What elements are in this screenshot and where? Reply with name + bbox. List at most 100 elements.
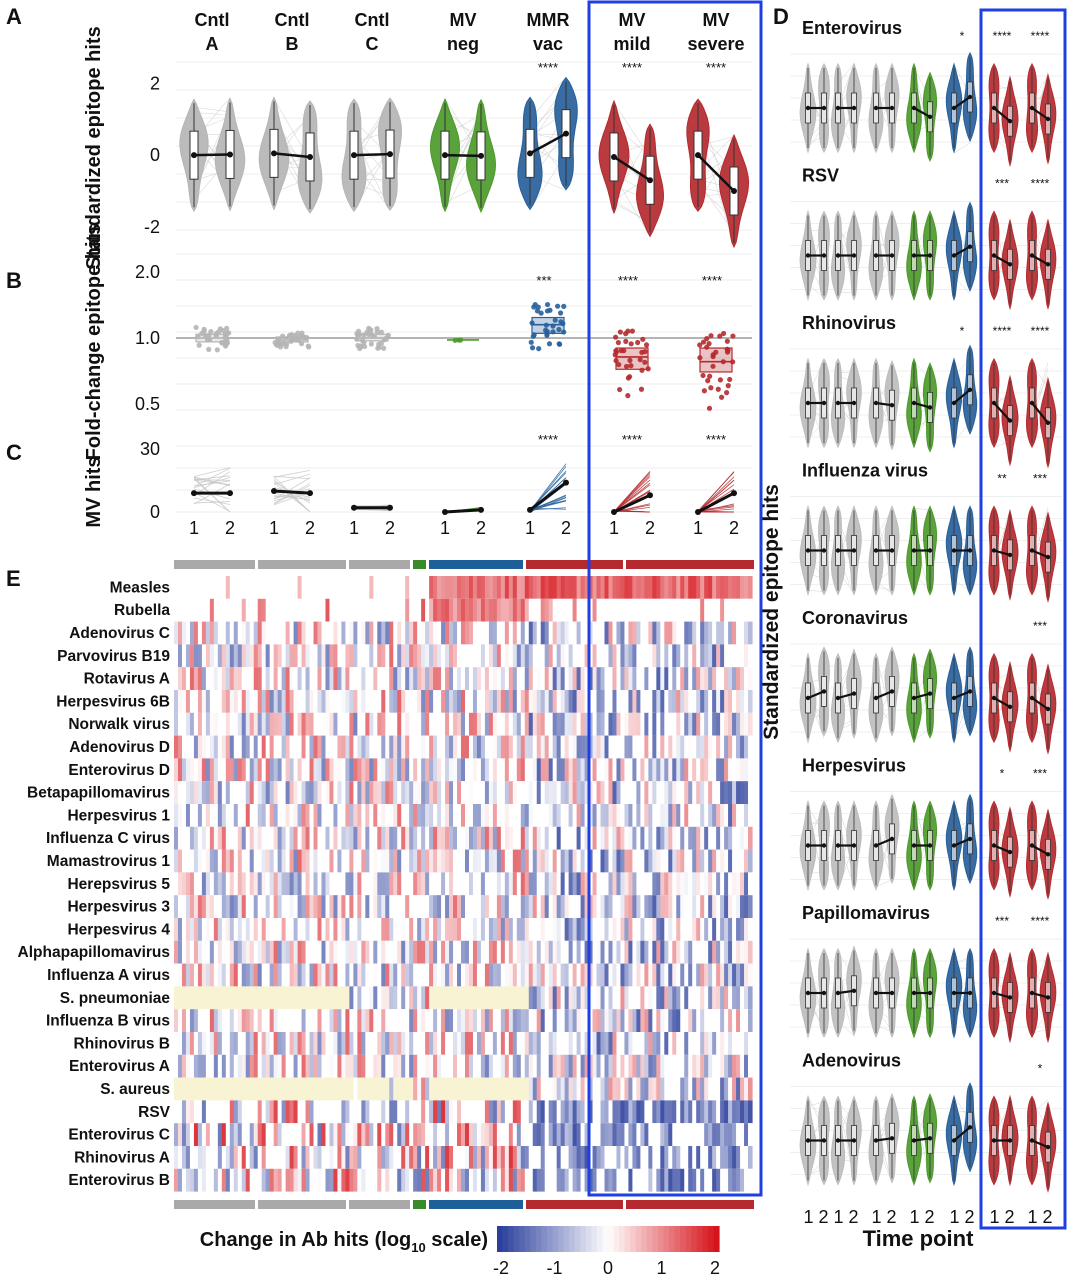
heatmap-cell	[217, 735, 223, 759]
heatmap-cell	[684, 735, 689, 759]
heatmap-cell	[596, 667, 602, 690]
heatmap-cell	[688, 918, 693, 941]
heatmap-cell	[640, 895, 645, 918]
heatmap-cell	[297, 758, 303, 782]
heatmap-cell	[261, 735, 267, 759]
heatmap-cell	[664, 1009, 669, 1032]
heatmap-cell	[724, 895, 729, 918]
heatmap-cell	[700, 1054, 705, 1078]
heatmap-cell	[504, 1077, 510, 1101]
mean-trend-line	[613, 493, 651, 514]
heatmap-cell	[464, 1009, 470, 1032]
heatmap-cell	[536, 849, 542, 873]
data-point	[701, 388, 707, 394]
heatmap-cell	[652, 781, 657, 804]
heatmap-cell	[309, 940, 315, 964]
heatmap-cell	[273, 918, 279, 941]
heatmap-cell	[516, 1009, 522, 1032]
heatmap-cell	[237, 1077, 243, 1101]
heatmap-cell	[648, 667, 653, 690]
heatmap-cell	[748, 758, 753, 782]
heatmap-cell	[540, 781, 546, 804]
median-point	[951, 548, 957, 553]
heatmap-cell	[353, 1054, 358, 1078]
heatmap-cell	[568, 781, 574, 804]
heatmap-cell	[405, 895, 410, 918]
heatmap-cell	[552, 849, 558, 873]
heatmap-cell	[305, 576, 311, 599]
heatmap-cell	[652, 963, 657, 987]
heatmap-cell	[464, 576, 470, 599]
heatmap-cell	[636, 1123, 641, 1146]
heatmap-cell	[245, 621, 251, 645]
heatmap-cell	[644, 1032, 649, 1055]
heatmap-cell	[492, 690, 498, 713]
heatmap-cell	[281, 1123, 287, 1146]
heatmap-cell	[736, 804, 741, 827]
heatmap-cell	[632, 1100, 637, 1124]
heatmap-cell	[480, 667, 486, 690]
heatmap-cell	[201, 1146, 207, 1169]
heatmap-cell	[217, 1032, 223, 1055]
heatmap-cell	[361, 986, 366, 1010]
heatmap-cell	[321, 1123, 327, 1146]
heatmap-cell	[580, 690, 586, 713]
heatmap-cell	[600, 1009, 606, 1032]
heatmap-cell	[632, 735, 637, 759]
heatmap-cell	[229, 667, 235, 690]
heatmap-cell	[560, 1032, 566, 1055]
heatmap-cell	[684, 1009, 689, 1032]
heatmap-cell	[572, 986, 578, 1010]
heatmap-cell	[181, 826, 187, 850]
heatmap-cell	[329, 644, 335, 668]
heatmap-cell	[425, 1123, 430, 1146]
heatmap-cell	[237, 1032, 243, 1055]
heatmap-cell	[385, 1077, 390, 1101]
heatmap-cell	[349, 735, 354, 759]
heatmap-cell	[365, 1032, 370, 1055]
heatmap-cell	[484, 690, 490, 713]
heatmap-cell	[453, 895, 458, 918]
heatmap-cell	[193, 986, 199, 1010]
heatmap-cell	[289, 895, 295, 918]
heatmap-cell	[748, 1123, 753, 1146]
heatmap-cell	[445, 690, 450, 713]
heatmap-cell	[349, 712, 354, 736]
heatmap-cell	[692, 576, 697, 599]
heatmap-cell	[345, 940, 350, 964]
heatmap-cell	[301, 872, 307, 896]
heatmap-cell	[225, 940, 231, 964]
trajectory-line	[273, 479, 311, 513]
heatmap-cell	[488, 758, 494, 782]
heatmap-cell	[381, 986, 386, 1010]
heatmap-cell	[748, 1077, 753, 1101]
group-color-bar	[413, 560, 426, 569]
heatmap-cell	[472, 1009, 478, 1032]
heatmap-cell	[672, 1077, 677, 1101]
heatmap-cell	[688, 690, 693, 713]
heatmap-cell	[560, 804, 566, 827]
heatmap-cell	[313, 644, 319, 668]
heatmap-cell	[748, 712, 753, 736]
heatmap-cell	[369, 986, 374, 1010]
heatmap-cell	[660, 621, 665, 645]
heatmap-cell	[229, 1123, 235, 1146]
heatmap-cell	[409, 690, 414, 713]
heatmap-cell	[632, 804, 637, 827]
heatmap-cell	[377, 576, 382, 599]
heatmap-cell	[580, 758, 586, 782]
heatmap-cell	[177, 598, 183, 622]
heatmap-cell	[201, 940, 207, 964]
heatmap-cell	[281, 690, 287, 713]
heatmap-cell	[361, 1168, 366, 1192]
heatmap-cell	[369, 621, 374, 645]
heatmap-cell	[325, 644, 331, 668]
heatmap-cell	[237, 849, 243, 873]
heatmap-cell	[596, 758, 602, 782]
heatmap-cell	[221, 690, 227, 713]
heatmap-cell	[652, 895, 657, 918]
heatmap-cell	[476, 1146, 482, 1169]
heatmap-cell	[568, 1168, 574, 1192]
heatmap-cell	[281, 576, 287, 599]
heatmap-cell	[269, 895, 275, 918]
